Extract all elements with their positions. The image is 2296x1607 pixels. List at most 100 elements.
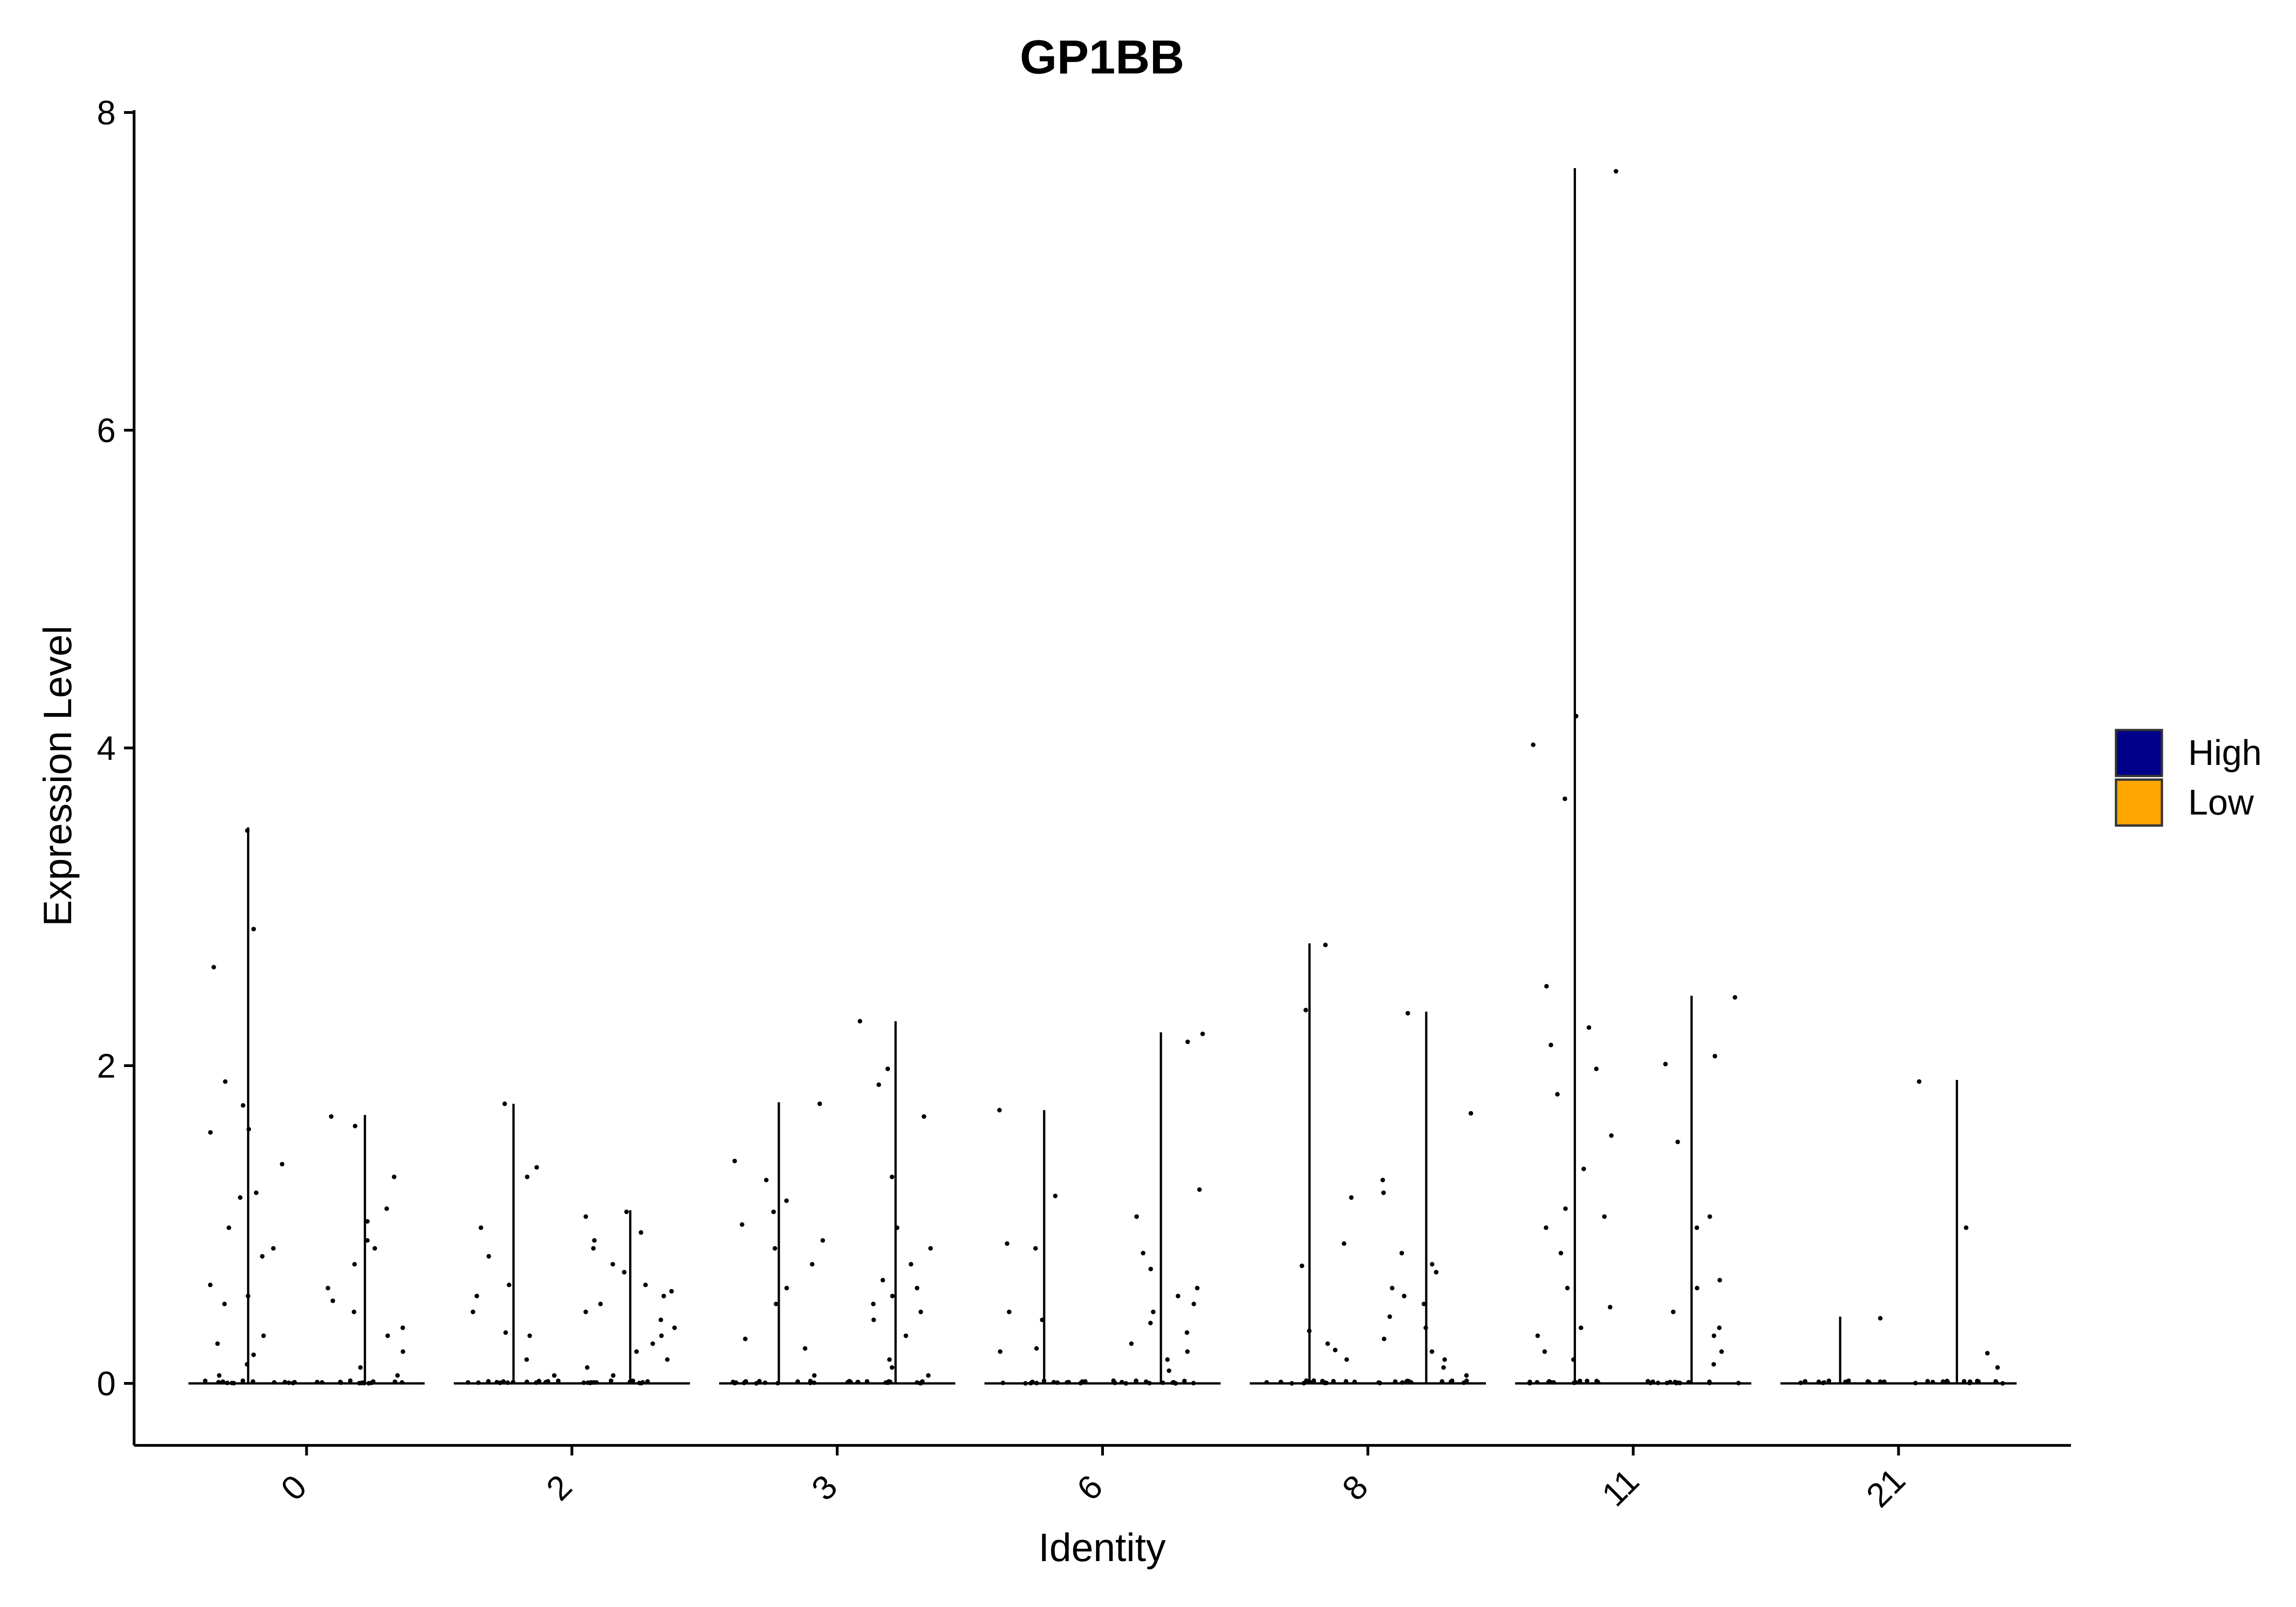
data-point — [503, 1330, 508, 1335]
data-point — [672, 1325, 677, 1330]
data-point — [552, 1373, 557, 1378]
data-point — [1333, 1348, 1338, 1353]
data-point — [1176, 1293, 1181, 1298]
data-point — [1134, 1214, 1139, 1219]
data-point — [1380, 1178, 1385, 1183]
y-axis: 0 2 4 6 8 — [97, 94, 135, 1445]
data-point — [260, 1254, 265, 1259]
data-point — [1303, 1007, 1308, 1012]
data-point — [1429, 1262, 1435, 1267]
data-point-zero — [476, 1380, 481, 1385]
data-point — [876, 1082, 881, 1087]
data-point — [223, 1079, 228, 1084]
data-point — [1200, 1031, 1205, 1036]
data-point — [326, 1286, 331, 1291]
data-point — [1441, 1365, 1446, 1370]
data-point — [1574, 714, 1579, 719]
data-point — [1717, 1278, 1722, 1283]
data-point-zero — [1147, 1381, 1152, 1386]
data-point — [658, 1317, 664, 1322]
data-point-zero — [1034, 1381, 1039, 1386]
data-point-zero — [1331, 1379, 1336, 1384]
data-point-zero — [1945, 1378, 1950, 1383]
data-point-zero — [1535, 1380, 1540, 1385]
data-point-zero — [637, 1381, 642, 1386]
data-point-zero — [1882, 1379, 1887, 1384]
data-point — [1614, 169, 1619, 174]
data-point-zero — [608, 1378, 613, 1383]
data-point — [208, 1282, 213, 1287]
data-point — [1382, 1337, 1387, 1342]
data-point — [659, 1333, 664, 1338]
data-point — [591, 1246, 596, 1251]
data-point-zero — [808, 1378, 813, 1383]
data-point — [1602, 1214, 1607, 1219]
data-point-zero — [757, 1379, 762, 1384]
data-point — [622, 1270, 627, 1275]
data-point — [1917, 1079, 1922, 1084]
violin-high-8 — [1249, 943, 1369, 1386]
data-point-zero — [1913, 1381, 1918, 1386]
violin-high-6 — [984, 1107, 1104, 1386]
data-point-zero — [645, 1379, 650, 1384]
data-point — [889, 1365, 895, 1370]
data-point-zero — [292, 1380, 297, 1385]
data-point — [251, 927, 256, 932]
data-point-zero — [361, 1381, 366, 1386]
data-point-zero — [594, 1380, 599, 1385]
data-point — [1184, 1330, 1189, 1335]
data-point-zero — [1080, 1379, 1085, 1384]
data-point — [1995, 1365, 2000, 1370]
data-point — [226, 1225, 231, 1230]
y-tick-label: 4 — [97, 729, 116, 767]
data-point-zero — [1001, 1380, 1006, 1385]
data-point — [253, 1190, 259, 1195]
data-point-zero — [1925, 1379, 1930, 1384]
data-point — [1197, 1187, 1202, 1192]
data-point-zero — [1976, 1379, 1981, 1384]
data-point — [1344, 1357, 1349, 1362]
data-point — [895, 1225, 900, 1230]
data-point — [1390, 1286, 1395, 1291]
y-tick-label: 6 — [97, 411, 116, 450]
data-point — [384, 1206, 389, 1211]
data-point — [238, 1195, 243, 1200]
data-point — [1717, 1325, 1722, 1330]
data-point-zero — [1030, 1379, 1035, 1384]
data-point-zero — [1450, 1378, 1455, 1383]
data-point-zero — [1376, 1380, 1381, 1385]
data-point — [527, 1333, 532, 1338]
data-point — [817, 1101, 822, 1107]
data-point — [1542, 1349, 1547, 1354]
data-point — [1671, 1309, 1676, 1315]
data-point-zero — [1393, 1379, 1398, 1384]
x-tick-label-21: 21 — [1859, 1461, 1913, 1515]
data-point — [592, 1238, 597, 1243]
data-point-zero — [918, 1381, 923, 1386]
data-point-zero — [511, 1380, 516, 1385]
data-point — [244, 1362, 249, 1367]
data-point-zero — [1041, 1378, 1047, 1383]
data-point — [534, 1165, 539, 1170]
y-tick-label: 8 — [97, 94, 116, 132]
data-point-zero — [1707, 1380, 1712, 1385]
data-point — [474, 1293, 479, 1298]
data-point — [643, 1282, 648, 1287]
data-point-zero — [1865, 1379, 1870, 1384]
data-point-zero — [1547, 1379, 1552, 1384]
data-point — [772, 1246, 777, 1251]
data-point — [506, 1282, 512, 1287]
legend-key-high — [2115, 729, 2163, 777]
data-point-zero — [1826, 1378, 1831, 1383]
data-point — [1694, 1225, 1699, 1230]
data-point — [1543, 1225, 1548, 1230]
data-point-zero — [775, 1381, 780, 1386]
data-point-zero — [501, 1379, 506, 1384]
data-point — [885, 1066, 890, 1071]
data-point-zero — [1843, 1379, 1848, 1384]
data-point — [365, 1219, 370, 1224]
data-point — [908, 1262, 913, 1267]
data-point-zero — [546, 1379, 551, 1384]
violin-high-21 — [1780, 1316, 1900, 1386]
